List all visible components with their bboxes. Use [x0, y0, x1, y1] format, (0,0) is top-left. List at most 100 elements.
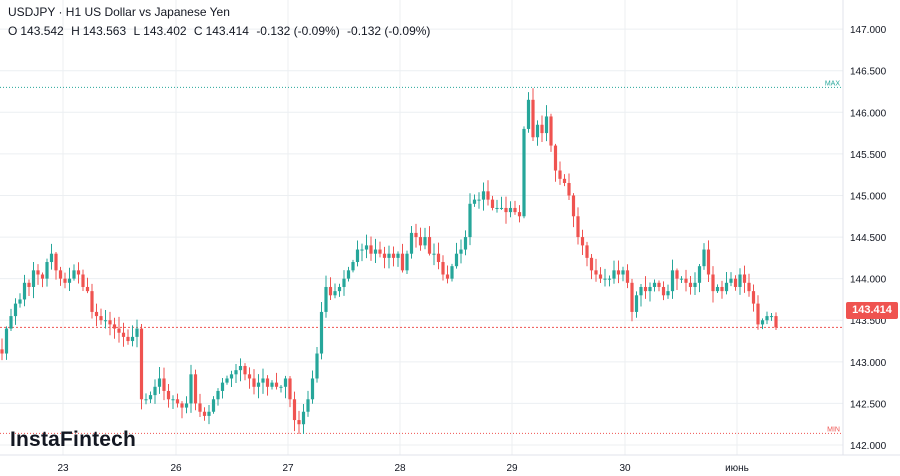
down-candle	[513, 200, 517, 215]
candle-body	[22, 282, 27, 300]
time-axis[interactable]: 23 26 27 28 29 30 июнь	[57, 463, 748, 474]
down-candle	[562, 174, 567, 187]
candle-body	[738, 274, 742, 287]
x-tick-label: 30	[619, 463, 631, 474]
candle-body	[243, 365, 247, 375]
candle-body	[306, 399, 310, 412]
candle-body	[49, 253, 54, 263]
candle-body	[270, 382, 274, 387]
candle-body	[216, 390, 220, 400]
up-candle	[522, 126, 526, 219]
up-candle	[18, 293, 22, 308]
up-candle	[373, 238, 378, 263]
candle-body	[553, 145, 558, 171]
up-candle	[639, 283, 643, 307]
candle-body	[522, 128, 526, 217]
up-candle	[450, 263, 454, 282]
down-candle	[517, 205, 522, 223]
candle-body	[486, 191, 490, 200]
candle-body	[697, 266, 702, 283]
candle-body	[630, 282, 634, 312]
up-candle	[189, 364, 193, 413]
candle-body	[562, 178, 567, 183]
up-candle	[279, 384, 283, 393]
candle-body	[99, 316, 103, 321]
down-candle	[661, 281, 666, 301]
candle-body	[0, 349, 4, 354]
candle-body	[715, 286, 720, 292]
candle-body	[229, 374, 234, 379]
down-candle	[85, 277, 90, 294]
up-candle	[364, 234, 369, 259]
up-candle	[648, 282, 652, 302]
candle-body	[733, 278, 738, 287]
down-candle	[274, 372, 279, 390]
x-tick-label: 23	[57, 463, 69, 474]
x-tick-label: 27	[282, 463, 294, 474]
candle-body	[378, 249, 382, 254]
close-value: 143.414	[205, 24, 249, 38]
candle-body	[72, 270, 76, 279]
down-candle	[630, 278, 634, 322]
candle-body	[648, 286, 652, 292]
candle-body	[310, 378, 315, 400]
current-price-tag: 143.414	[846, 302, 898, 319]
up-candle	[405, 250, 409, 275]
down-candle	[112, 317, 117, 339]
down-candle	[567, 173, 571, 201]
down-candle	[139, 324, 144, 410]
down-candle	[297, 410, 301, 434]
candle-body	[36, 270, 40, 275]
up-candle	[153, 379, 157, 404]
down-candle	[580, 229, 585, 256]
down-candle	[99, 308, 103, 325]
down-candle	[427, 226, 432, 256]
up-candle	[225, 375, 229, 385]
candle-body	[180, 403, 184, 408]
candle-body	[427, 237, 432, 254]
up-candle	[351, 259, 355, 273]
candle-body	[544, 116, 549, 134]
down-candle	[0, 338, 4, 361]
candle-body	[706, 249, 711, 275]
candle-body	[616, 270, 621, 275]
down-candle	[27, 279, 31, 297]
up-candle	[765, 311, 769, 325]
up-candle	[760, 318, 765, 330]
up-candle	[184, 396, 189, 414]
down-candle	[162, 367, 166, 401]
high-value: 143.563	[82, 24, 127, 38]
candle-body	[355, 249, 360, 263]
up-candle	[612, 260, 616, 284]
candle-body	[202, 411, 207, 416]
candle-body	[468, 203, 472, 238]
down-candle	[733, 275, 738, 291]
down-candle	[486, 180, 490, 206]
up-candle	[72, 264, 76, 281]
up-candle	[544, 105, 549, 142]
up-candle	[729, 272, 733, 287]
up-candle	[261, 368, 265, 394]
candle-body	[40, 274, 45, 279]
up-candle	[724, 271, 729, 295]
up-candle	[607, 275, 612, 287]
candle-body	[481, 191, 486, 200]
down-candle	[490, 195, 495, 211]
candle-body	[625, 270, 630, 283]
down-candle	[711, 266, 715, 303]
y-tick-label: 145.500	[850, 150, 887, 161]
candle-body	[621, 270, 625, 275]
price-axis[interactable]: 142.000 142.500 143.000 143.500 144.000 144.5…	[850, 25, 887, 452]
candle-body	[121, 332, 126, 337]
up-candle	[603, 268, 607, 287]
min-label: MIN	[827, 426, 840, 433]
change-value: -0.132 (-0.09%)	[256, 24, 340, 38]
up-candle	[67, 267, 72, 291]
down-candle	[369, 236, 373, 261]
down-candle	[90, 283, 94, 319]
max-min-levels: MAX MIN	[0, 80, 843, 434]
candle-body	[441, 262, 445, 275]
up-candle	[9, 308, 13, 332]
down-candle	[445, 265, 450, 284]
